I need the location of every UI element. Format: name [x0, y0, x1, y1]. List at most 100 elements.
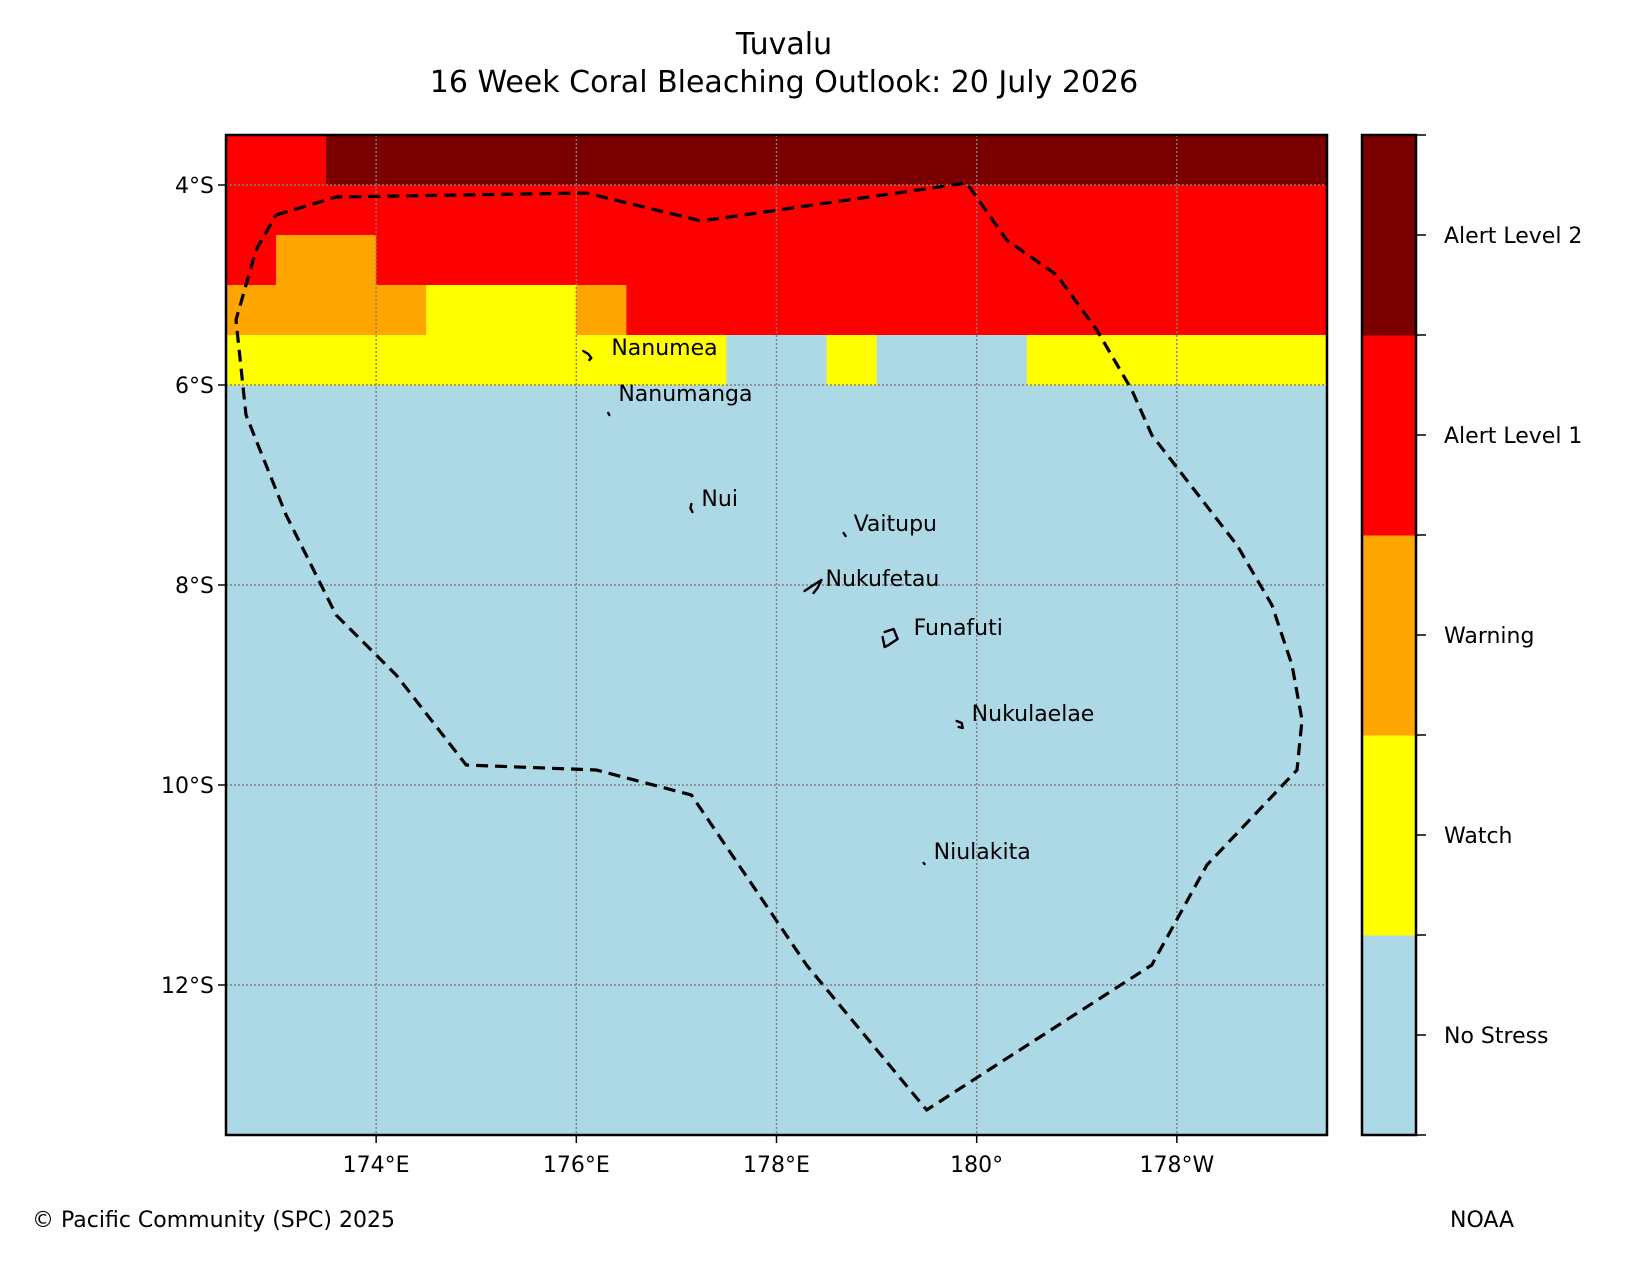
island-nukufetau: Nukufetau — [803, 567, 939, 595]
alert-cell — [976, 335, 1028, 386]
alert-cell — [576, 235, 627, 286]
alert-cell — [476, 335, 527, 386]
alert-cell — [1176, 335, 1228, 386]
island-outline — [922, 861, 926, 866]
alert-cell — [426, 185, 477, 236]
alert-cell — [476, 285, 527, 336]
lat-tick-label: 12°S — [161, 974, 214, 999]
island-outline — [607, 411, 611, 417]
alert-cell — [376, 285, 427, 336]
alert-cell — [426, 335, 477, 386]
alert-cell — [1226, 285, 1278, 336]
lon-tick-label: 174°E — [343, 1153, 410, 1178]
alert-cell — [926, 235, 978, 286]
alert-cell — [926, 185, 978, 236]
legend-label: Alert Level 1 — [1444, 424, 1582, 449]
footer-source: NOAA — [1450, 1208, 1515, 1233]
alert-cell — [1126, 185, 1178, 236]
island-outline — [955, 719, 964, 730]
alert-cell — [576, 335, 627, 386]
alert-cell — [626, 335, 678, 386]
alert-cell — [776, 335, 828, 386]
title-country: Tuvalu — [735, 27, 833, 62]
legend-label: Watch — [1444, 824, 1513, 849]
alert-cell — [226, 285, 277, 336]
legend-swatch — [1362, 535, 1416, 736]
alert-cell — [926, 135, 978, 186]
island-label: Nui — [701, 487, 738, 512]
island-label: Niulakita — [934, 840, 1031, 865]
alert-cell — [676, 235, 728, 286]
alert-cell — [1276, 185, 1327, 236]
alert-cell — [526, 135, 577, 186]
alert-cell — [676, 185, 728, 236]
alert-cell — [526, 235, 577, 286]
alert-cell — [526, 285, 577, 336]
alert-cell — [926, 335, 978, 386]
alert-cell — [826, 285, 878, 336]
alert-cell — [1126, 285, 1178, 336]
alert-cell — [1276, 335, 1327, 386]
island-vaitupu: Vaitupu — [842, 512, 937, 538]
alert-cell — [426, 235, 477, 286]
legend-swatch — [1362, 735, 1416, 936]
alert-cell — [826, 135, 878, 186]
alert-cell — [726, 235, 778, 286]
alert-cell — [476, 235, 527, 286]
island-nui: Nui — [689, 487, 738, 514]
lat-tick-label: 8°S — [175, 574, 214, 599]
alert-cell — [926, 285, 978, 336]
alert-cell — [1076, 135, 1128, 186]
alert-cell — [626, 235, 678, 286]
graticule — [226, 135, 1327, 1135]
alert-cell — [676, 285, 728, 336]
alert-cell — [976, 235, 1028, 286]
alert-cell — [876, 235, 928, 286]
lon-tick-label: 180° — [950, 1153, 1003, 1178]
alert-cell — [876, 335, 928, 386]
alert-cell — [576, 135, 627, 186]
alert-cell — [1026, 335, 1078, 386]
alert-cell — [776, 235, 828, 286]
island-nanumanga: Nanumanga — [607, 382, 752, 417]
alert-cell — [676, 335, 728, 386]
alert-cell — [1226, 185, 1278, 236]
lon-tick-label: 178°E — [743, 1153, 810, 1178]
island-funafuti: Funafuti — [881, 616, 1003, 649]
alert-cell — [1276, 285, 1327, 336]
legend-label: No Stress — [1444, 1024, 1549, 1049]
lon-tick-label: 178°W — [1139, 1153, 1214, 1178]
lat-tick-label: 10°S — [161, 774, 214, 799]
alert-cell — [1126, 135, 1178, 186]
axis-ticks: 174°E 176°E 178°E 180° 178°W 4°S 6°S 8°S 10°S 12°… — [161, 174, 1214, 1178]
legend-swatch — [1362, 135, 1416, 336]
alert-cell — [1176, 235, 1228, 286]
alert-cell — [276, 335, 327, 386]
alert-cell — [476, 135, 527, 186]
alert-cell — [1176, 185, 1228, 236]
alert-cell — [326, 185, 377, 236]
alert-cell — [526, 335, 577, 386]
alert-grid — [226, 135, 1327, 1135]
alert-cell — [1026, 135, 1078, 186]
alert-cell — [1126, 235, 1178, 286]
alert-cell — [1076, 185, 1128, 236]
island-outline — [881, 627, 899, 649]
alert-cell — [676, 135, 728, 186]
alert-cell — [776, 135, 828, 186]
island-label: Funafuti — [914, 616, 1003, 641]
alert-cell — [826, 185, 878, 236]
alert-cell — [1226, 135, 1278, 186]
alert-cell — [226, 335, 277, 386]
eez-boundary-layer — [234, 181, 1304, 1112]
alert-cell — [876, 135, 928, 186]
alert-cell — [726, 135, 778, 186]
lat-tick-label: 6°S — [175, 374, 214, 399]
lon-tick-label: 176°E — [543, 1153, 610, 1178]
colorbar-legend: No Stress Watch Warning Alert Level 1 Alert … — [1360, 133, 1582, 1137]
island-label: Nanumea — [611, 336, 717, 361]
legend-frame — [1360, 133, 1418, 1137]
island-outline — [842, 531, 847, 538]
island-niulakita: Niulakita — [922, 840, 1031, 866]
